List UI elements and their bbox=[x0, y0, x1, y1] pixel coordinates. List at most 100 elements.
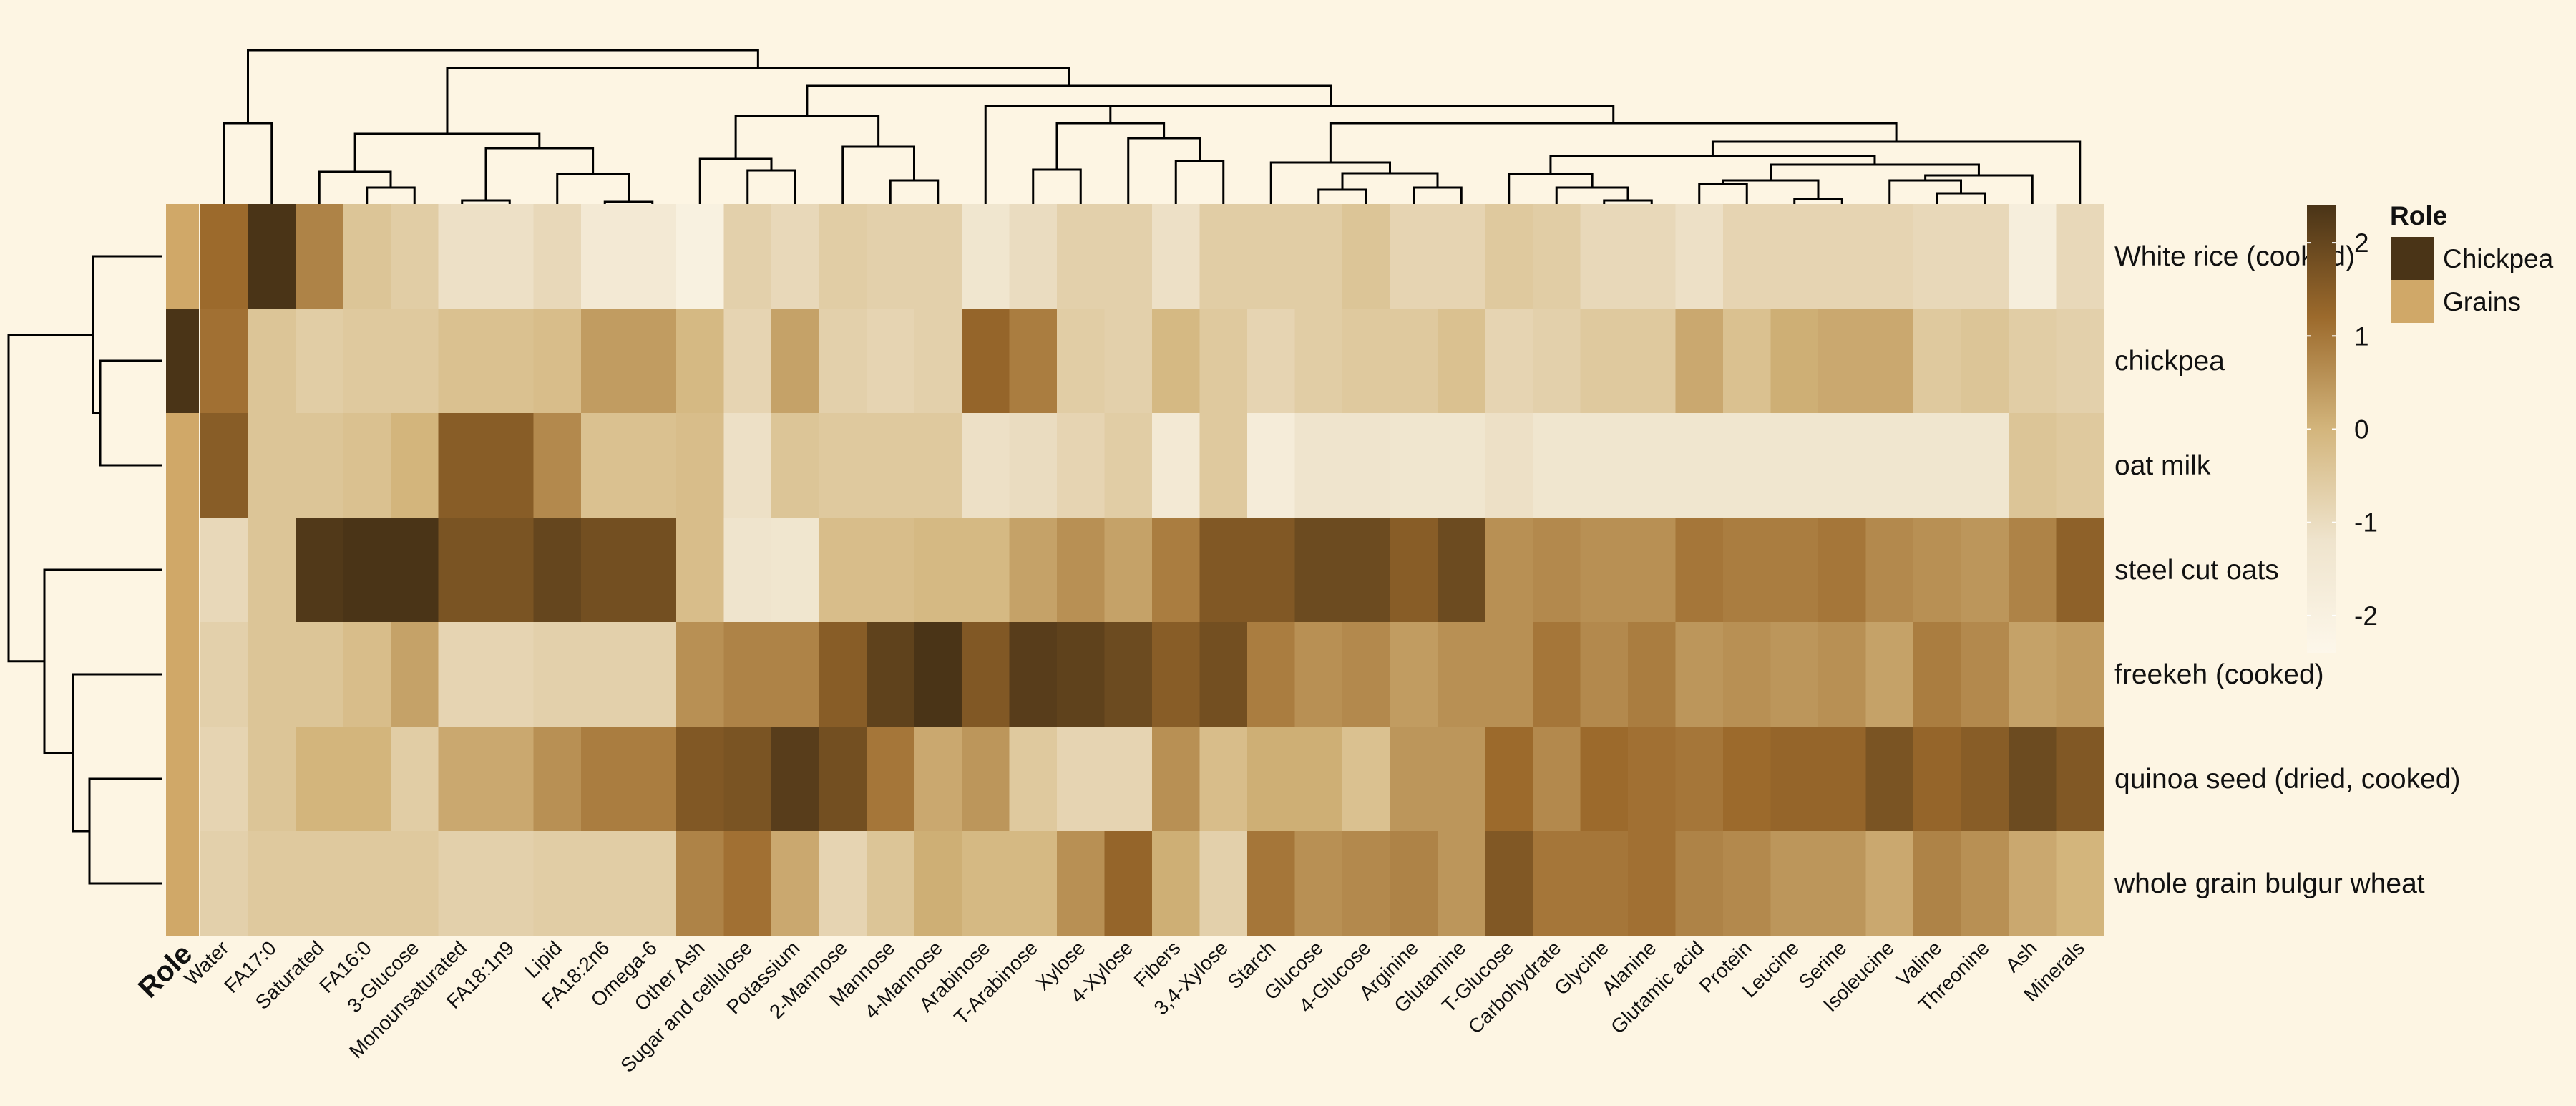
heatmap-cell bbox=[1675, 727, 1724, 832]
heatmap-cell bbox=[628, 831, 677, 936]
heatmap-cell bbox=[533, 831, 582, 936]
heatmap-cell bbox=[1533, 413, 1581, 518]
heatmap-cell bbox=[628, 518, 677, 623]
heatmap-cells bbox=[200, 204, 2104, 936]
heatmap-cell bbox=[1438, 204, 1486, 309]
heatmap-cell bbox=[1818, 518, 1867, 623]
heatmap-cell bbox=[486, 727, 535, 832]
heatmap-cell bbox=[1057, 727, 1106, 832]
heatmap-cell bbox=[867, 518, 915, 623]
heatmap-cell bbox=[676, 309, 725, 414]
heatmap-cell bbox=[628, 309, 677, 414]
heatmap-cell bbox=[962, 413, 1010, 518]
heatmap-cell bbox=[1057, 413, 1106, 518]
heatmap-cell bbox=[1104, 727, 1153, 832]
heatmap-cell bbox=[1485, 413, 1533, 518]
heatmap-cell bbox=[1009, 413, 1058, 518]
heatmap-cell bbox=[1199, 831, 1248, 936]
heatmap-cell bbox=[1294, 309, 1343, 414]
heatmap-cell bbox=[1438, 309, 1486, 414]
dendrogram-link bbox=[366, 186, 416, 204]
heatmap-cell bbox=[1961, 831, 2009, 936]
heatmap-cell bbox=[1247, 831, 1296, 936]
heatmap-cell bbox=[1628, 204, 1677, 309]
colorbar-gradient bbox=[2307, 205, 2336, 653]
heatmap-cell bbox=[1009, 309, 1058, 414]
heatmap-cell bbox=[1152, 204, 1201, 309]
heatmap-cell bbox=[819, 309, 867, 414]
dendrogram-link bbox=[889, 179, 940, 204]
heatmap-cell bbox=[438, 518, 487, 623]
row-dendrogram bbox=[7, 255, 162, 885]
heatmap-cell bbox=[1009, 622, 1058, 727]
heatmap-cell bbox=[914, 622, 962, 727]
heatmap-cell bbox=[1199, 204, 1248, 309]
heatmap-cell bbox=[1865, 309, 1914, 414]
heatmap-cell bbox=[1913, 622, 1962, 727]
heatmap-cell bbox=[1580, 831, 1629, 936]
heatmap-cell bbox=[581, 413, 630, 518]
heatmap-cell bbox=[581, 204, 630, 309]
heatmap-cell bbox=[867, 309, 915, 414]
heatmap-cell bbox=[1057, 831, 1106, 936]
heatmap-cell bbox=[1675, 831, 1724, 936]
heatmap-cell bbox=[914, 831, 962, 936]
dendrogram-link bbox=[1603, 199, 1653, 204]
heatmap-cell bbox=[1533, 831, 1581, 936]
heatmap-cell bbox=[1913, 309, 1962, 414]
heatmap-cell bbox=[391, 204, 439, 309]
heatmap-cell bbox=[1247, 413, 1296, 518]
heatmap-cell bbox=[391, 727, 439, 832]
heatmap-cell bbox=[1628, 727, 1677, 832]
heatmap-cell bbox=[723, 204, 772, 309]
heatmap-cell bbox=[1533, 727, 1581, 832]
dendrogram-link bbox=[1793, 198, 1843, 204]
heatmap-cell bbox=[1199, 309, 1248, 414]
heatmap-cell bbox=[819, 518, 867, 623]
heatmap-cell bbox=[1865, 204, 1914, 309]
heatmap-cell bbox=[1390, 831, 1438, 936]
heatmap-cell bbox=[1628, 413, 1677, 518]
heatmap-cell bbox=[1390, 413, 1438, 518]
heatmap-cell bbox=[1533, 309, 1581, 414]
heatmap-cell bbox=[1913, 727, 1962, 832]
heatmap-cell bbox=[2009, 727, 2057, 832]
heatmap-cell bbox=[391, 413, 439, 518]
heatmap-cell bbox=[1342, 204, 1391, 309]
heatmap-cell bbox=[200, 727, 249, 832]
heatmap-cell bbox=[819, 727, 867, 832]
heatmap-cell bbox=[723, 622, 772, 727]
heatmap-cell bbox=[533, 622, 582, 727]
heatmap-cell bbox=[486, 204, 535, 309]
role-cell bbox=[166, 309, 199, 414]
heatmap-cell bbox=[200, 204, 249, 309]
heatmap-cell bbox=[343, 727, 391, 832]
heatmap-cell bbox=[2056, 309, 2104, 414]
heatmap-cell bbox=[1961, 204, 2009, 309]
heatmap-cell bbox=[438, 204, 487, 309]
heatmap-cell bbox=[1152, 309, 1201, 414]
heatmap-cell bbox=[1913, 413, 1962, 518]
heatmap-cell bbox=[914, 204, 962, 309]
heatmap-cell bbox=[1438, 831, 1486, 936]
dendrogram-link bbox=[88, 777, 162, 885]
dendrogram-link bbox=[1055, 122, 1166, 170]
heatmap-cell bbox=[1057, 518, 1106, 623]
row-label: steel cut oats bbox=[2114, 555, 2279, 586]
dendrogram-link bbox=[1770, 163, 1980, 180]
heatmap-cell bbox=[723, 309, 772, 414]
dendrogram-link bbox=[698, 157, 773, 204]
heatmap-cell bbox=[343, 622, 391, 727]
heatmap-cell bbox=[1818, 727, 1867, 832]
heatmap-cell bbox=[1675, 309, 1724, 414]
heatmap-cell bbox=[1199, 727, 1248, 832]
dendrogram-link bbox=[1711, 140, 2082, 204]
dendrogram-link bbox=[1269, 161, 1391, 204]
heatmap-cell bbox=[819, 831, 867, 936]
heatmap-cell bbox=[1723, 309, 1772, 414]
heatmap-cell bbox=[1770, 309, 1819, 414]
heatmap-cell bbox=[2009, 204, 2057, 309]
heatmap-cell bbox=[1628, 622, 1677, 727]
heatmap-cell bbox=[628, 727, 677, 832]
heatmap-cell bbox=[1818, 204, 1867, 309]
